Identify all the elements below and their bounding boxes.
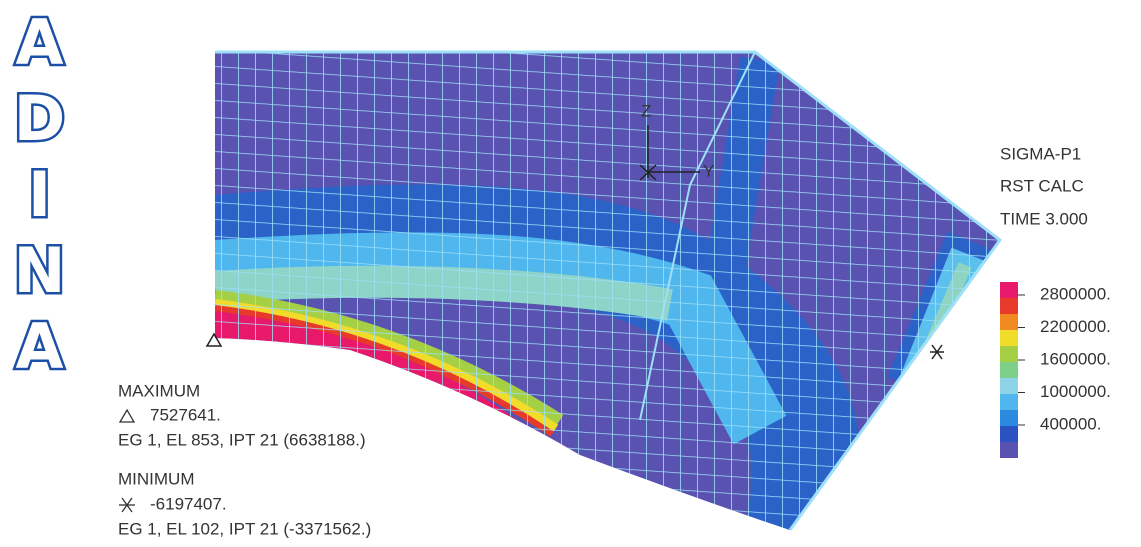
color-bar: 2800000. 2200000. 1600000. 1000000. 400000. [1000,282,1111,458]
color-tick-label: 2200000. [1040,317,1111,336]
max-location: EG 1, EL 853, IPT 21 (6638188.) [118,430,366,449]
color-band [1000,410,1018,426]
min-symbol [119,498,135,512]
color-tick-label: 1000000. [1040,382,1111,401]
page: ADINA Z Y SIGMA-P1 RST CALC TIME 3.000 2… [0,0,1141,547]
color-band [1000,362,1018,378]
max-symbol [120,410,134,422]
result-time: TIME 3.000 [1000,209,1088,228]
color-band [1000,426,1018,442]
color-tick-label: 2800000. [1040,284,1111,303]
min-value: -6197407. [150,494,227,513]
color-tick-label: 1600000. [1040,349,1111,368]
axis-y: Y [703,161,714,180]
color-tick-label: 400000. [1040,414,1101,433]
color-band [1000,314,1018,330]
color-band [1000,330,1018,346]
color-band [1000,282,1018,298]
result-calc: RST CALC [1000,176,1084,195]
min-marker [930,345,944,359]
min-heading: MINIMUM [118,469,194,488]
color-band [1000,394,1018,410]
mesh-contours [200,40,1020,540]
color-band [1000,442,1018,458]
color-band [1000,378,1018,394]
max-value: 7527641. [150,405,221,424]
result-plot: Z Y SIGMA-P1 RST CALC TIME 3.000 2800000… [0,0,1141,547]
min-location: EG 1, EL 102, IPT 21 (-3371562.) [118,519,371,538]
color-band [1000,298,1018,314]
result-quantity: SIGMA-P1 [1000,144,1081,163]
color-band [1000,346,1018,362]
max-heading: MAXIMUM [118,381,200,400]
axis-z: Z [641,101,651,120]
